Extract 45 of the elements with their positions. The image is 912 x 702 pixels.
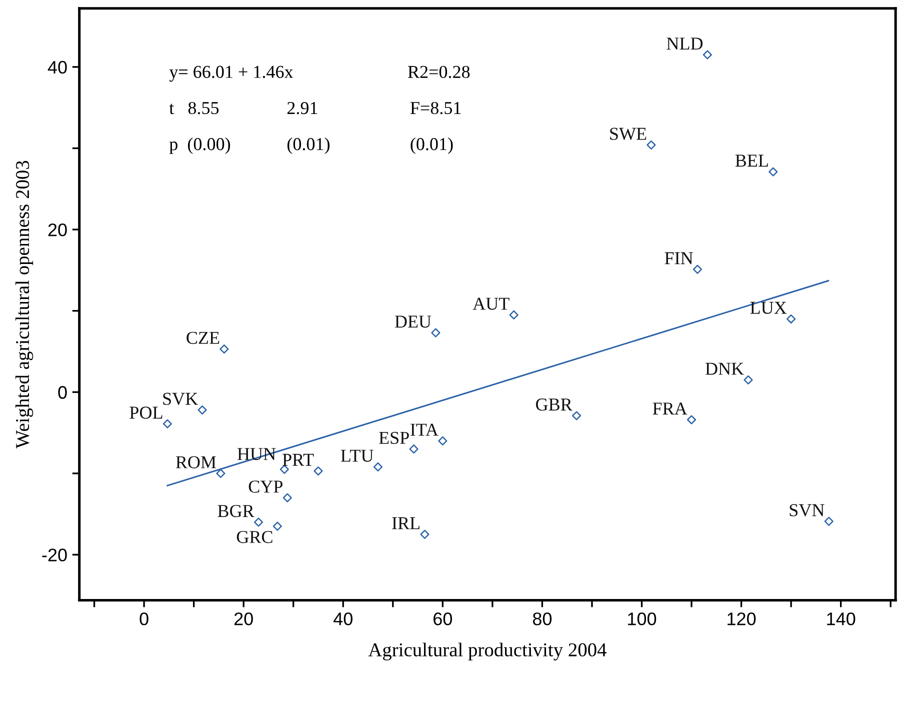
annotation: LTU: [340, 450, 374, 462]
annotation: DEU: [394, 316, 432, 328]
annotation: CZE: [186, 332, 220, 344]
x-tick-label: 140: [827, 612, 856, 626]
annotation: p (0.00): [169, 138, 230, 154]
annotation: FRA: [652, 402, 688, 415]
annotation: LUX: [750, 302, 787, 314]
x-tick-label: 120: [728, 612, 756, 626]
y-tick-label: -20: [42, 548, 67, 562]
annotation: F=8.51: [410, 102, 461, 114]
x-tick-label: 0: [140, 612, 148, 626]
annotation: 2.91: [287, 102, 318, 114]
x-tick-label: 80: [532, 612, 552, 626]
annotation: (0.01): [410, 138, 453, 154]
annotation: GRC: [236, 530, 272, 544]
annotation: ESP: [379, 432, 409, 444]
x-tick-label: 40: [334, 612, 352, 626]
annotation: R2=0.28: [408, 66, 470, 78]
y-tick-label: 0: [58, 386, 67, 399]
y-tick-label: 20: [48, 223, 67, 236]
x-axis-title: Agricultural productivity 2004: [368, 642, 607, 660]
x-tick-label: 20: [234, 612, 253, 626]
annotation: FIN: [664, 252, 693, 264]
annotation: y= 66.01 + 1.46x: [169, 66, 294, 82]
annotation: DNK: [705, 362, 744, 375]
annotation: GBR: [536, 398, 572, 411]
annotation: IRL: [392, 517, 420, 530]
annotation: AUT: [472, 298, 510, 310]
annotation: (0.01): [287, 138, 330, 154]
y-axis-title: Weighted agricultural openness 2003: [15, 160, 34, 449]
annotation: SVN: [790, 504, 824, 516]
y-tick-label: 40: [48, 60, 67, 74]
annotation: ITA: [410, 424, 438, 436]
annotation: CYP: [248, 480, 282, 493]
annotation: BGR: [218, 504, 254, 518]
annotation: NLD: [666, 38, 703, 50]
annotation: ROM: [176, 456, 216, 468]
annotation: BEL: [735, 154, 768, 167]
annotation: SVK: [163, 392, 198, 406]
x-tick-label: 100: [628, 612, 656, 626]
annotation: t 8.55: [169, 102, 219, 114]
annotation: PRT: [282, 454, 314, 466]
x-tick-label: 60: [434, 612, 452, 626]
annotation: POL: [130, 406, 162, 419]
annotation: SWE: [610, 128, 646, 140]
